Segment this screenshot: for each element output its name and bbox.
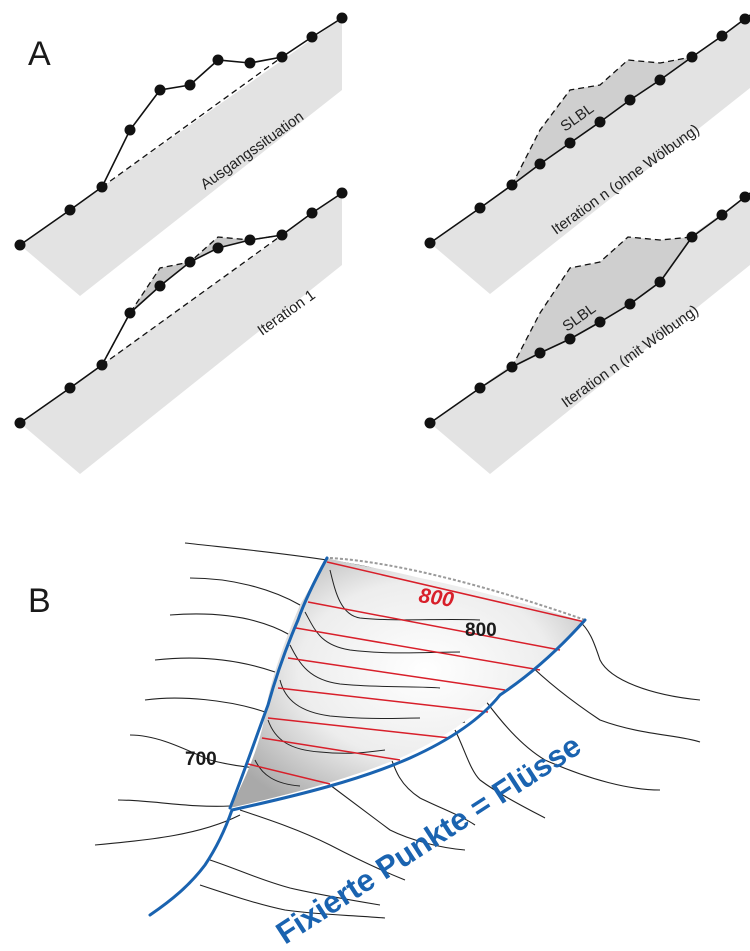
contour-line [524, 659, 701, 743]
contour-line [239, 809, 406, 881]
profile-points [14, 12, 348, 251]
red-contour [295, 627, 541, 671]
river-left-boundary [228, 556, 329, 810]
contour-line [199, 884, 386, 919]
contour-line [209, 859, 381, 906]
slope-body [20, 18, 342, 296]
contour-line [329, 784, 466, 851]
contour-line [389, 754, 476, 826]
red-contour [307, 601, 561, 651]
bowl-contour [289, 644, 441, 689]
slope-body [20, 193, 342, 474]
contour-label-red-800: 800 [417, 584, 455, 612]
slbl-baseline-dashed [101, 56, 283, 188]
slbl-bowl [230, 558, 585, 808]
profile-points [424, 191, 750, 429]
panel-a-label: A [28, 35, 51, 73]
red-contour [277, 687, 489, 713]
red-contour [267, 717, 451, 739]
profile-points [14, 187, 348, 429]
contour-line [579, 621, 701, 701]
slbl-contours-red [247, 561, 586, 785]
bowl-contours [254, 569, 481, 787]
bowl-contour [254, 759, 301, 787]
slope-body [430, 15, 750, 294]
bowl-contour [304, 611, 461, 654]
contour-line [454, 729, 546, 819]
red-contour [261, 737, 401, 761]
bowl-contour [267, 719, 386, 754]
contour-line [484, 699, 661, 791]
contour-label-700: 700 [185, 749, 217, 770]
bowl-contour [329, 569, 481, 621]
slbl-volume [512, 237, 692, 367]
river-right-boundary [230, 618, 587, 812]
slope-iteration-1: Iteration 1 [14, 187, 348, 474]
river-outflow [148, 808, 234, 917]
contour-line [94, 814, 241, 846]
original-profile-dashed [511, 56, 693, 186]
red-contour [326, 561, 586, 623]
original-profile-dashed [511, 236, 693, 368]
slbl-baseline-dashed [101, 234, 283, 366]
red-contour [287, 657, 506, 691]
rivers-fixed-points [148, 556, 587, 917]
profile-points [424, 13, 750, 249]
bowl-contour [279, 679, 421, 719]
contour-label-800: 800 [465, 620, 497, 641]
panel-b-label: B [28, 582, 51, 620]
contour-line [117, 799, 231, 807]
red-contour [247, 763, 331, 785]
